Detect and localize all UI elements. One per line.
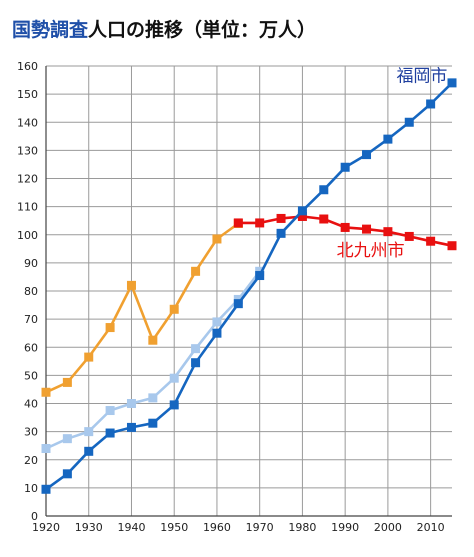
- series-3-point-1990: [340, 162, 350, 172]
- y-tick-label-80: 80: [24, 285, 38, 298]
- series-3-point-1940: [126, 422, 136, 432]
- series-3-point-2005: [404, 117, 414, 127]
- y-tick-label-0: 0: [31, 510, 38, 523]
- series-3-point-1945: [148, 418, 158, 428]
- series-1-point-2015: [447, 241, 457, 251]
- series-2-point-1955: [191, 344, 201, 354]
- series-0-point-1955: [191, 266, 201, 276]
- series-1-point-1970: [255, 218, 265, 228]
- x-tick-label-1920: 1920: [32, 521, 60, 534]
- series-3-point-1970: [255, 271, 265, 281]
- series-3-point-1925: [62, 469, 72, 479]
- series-3-point-2010: [426, 99, 436, 109]
- x-tick-label-1970: 1970: [246, 521, 274, 534]
- series-1: [233, 211, 457, 251]
- axes: 0 10 20 30 40 50 60 70 80 90 100 110 120 130 140 150 160…: [17, 60, 452, 534]
- series-3-point-1955: [191, 358, 201, 368]
- series-3-point-1930: [84, 446, 94, 456]
- series-2: [41, 266, 265, 453]
- series-0-point-1925: [62, 377, 72, 387]
- series-2-point-1925: [62, 434, 72, 444]
- series-label-0: 福岡市: [396, 66, 447, 86]
- series-2-point-1960: [212, 317, 222, 327]
- series-1-point-1995: [362, 224, 372, 234]
- series-2-point-1920: [41, 444, 51, 453]
- series-3-point-1965: [233, 299, 243, 309]
- series-1-point-1980: [297, 211, 307, 221]
- series-2-point-1935: [105, 406, 115, 416]
- series-0-point-1960: [212, 234, 222, 244]
- series-1-point-1965: [233, 218, 243, 228]
- series-0-point-1950: [169, 304, 179, 314]
- series-0-line: [45, 222, 240, 394]
- series-0-point-1920: [41, 387, 51, 397]
- y-tick-label-140: 140: [17, 116, 38, 129]
- x-tick-label-1990: 1990: [331, 521, 359, 534]
- chart-title-highlight: 国勢調査: [12, 18, 89, 41]
- series-2-point-1945: [148, 393, 158, 403]
- series-3: [41, 78, 457, 494]
- x-tick-label-1950: 1950: [160, 521, 188, 534]
- series-1-point-1990: [340, 222, 350, 232]
- x-tick-label-2010: 2010: [417, 521, 445, 534]
- series-3-point-1950: [169, 400, 179, 410]
- series-3-point-1995: [362, 150, 372, 160]
- x-tick-label-1930: 1930: [75, 521, 103, 534]
- series-2-point-1940: [126, 399, 136, 408]
- series-0-point-1930: [84, 352, 94, 362]
- y-tick-label-60: 60: [24, 341, 38, 354]
- y-tick-label-40: 40: [24, 398, 38, 411]
- y-tick-label-90: 90: [24, 257, 38, 270]
- y-tick-label-150: 150: [17, 88, 38, 101]
- chart-title-rest: 人口の推移（単位：万人）: [88, 18, 316, 41]
- series-0-point-1940: [126, 280, 136, 290]
- series-3-point-1975: [276, 228, 286, 238]
- series-3-point-1985: [319, 185, 329, 195]
- series-3-point-1935: [105, 428, 115, 438]
- x-tick-label-2000: 2000: [374, 521, 402, 534]
- y-tick-label-20: 20: [24, 454, 38, 467]
- series-1-point-2010: [426, 236, 436, 246]
- y-tick-label-70: 70: [24, 313, 38, 326]
- y-tick-label-30: 30: [24, 426, 38, 439]
- series-3-point-2000: [383, 134, 393, 144]
- y-tick-label-50: 50: [24, 369, 38, 382]
- series-1-point-1985: [319, 214, 329, 224]
- series-3-point-1960: [212, 328, 222, 338]
- series-0: [41, 219, 243, 397]
- series-1-point-2005: [404, 231, 414, 241]
- x-tick-label-1960: 1960: [203, 521, 231, 534]
- series-3-point-1980: [297, 206, 307, 216]
- series-2-point-1950: [169, 373, 179, 383]
- y-tick-label-120: 120: [17, 173, 38, 186]
- series-3-point-2015: [447, 78, 457, 88]
- series-3-point-1920: [41, 484, 51, 494]
- series-0-point-1945: [148, 335, 158, 345]
- y-tick-label-160: 160: [17, 60, 38, 73]
- chart-title: 国勢調査人口の推移（単位：万人）: [12, 18, 316, 41]
- y-tick-label-100: 100: [17, 229, 38, 242]
- y-tick-label-130: 130: [17, 144, 38, 157]
- series-1-point-2000: [383, 227, 393, 237]
- x-tick-label-1940: 1940: [117, 521, 145, 534]
- y-tick-label-110: 110: [17, 201, 38, 214]
- x-tick-label-1980: 1980: [288, 521, 316, 534]
- series-label-1: 北九州市: [337, 241, 405, 261]
- series-group: [41, 78, 457, 494]
- series-1-point-1975: [276, 213, 286, 223]
- series-0-point-1935: [105, 323, 115, 333]
- series-2-point-1930: [84, 427, 94, 437]
- y-tick-label-10: 10: [24, 482, 38, 495]
